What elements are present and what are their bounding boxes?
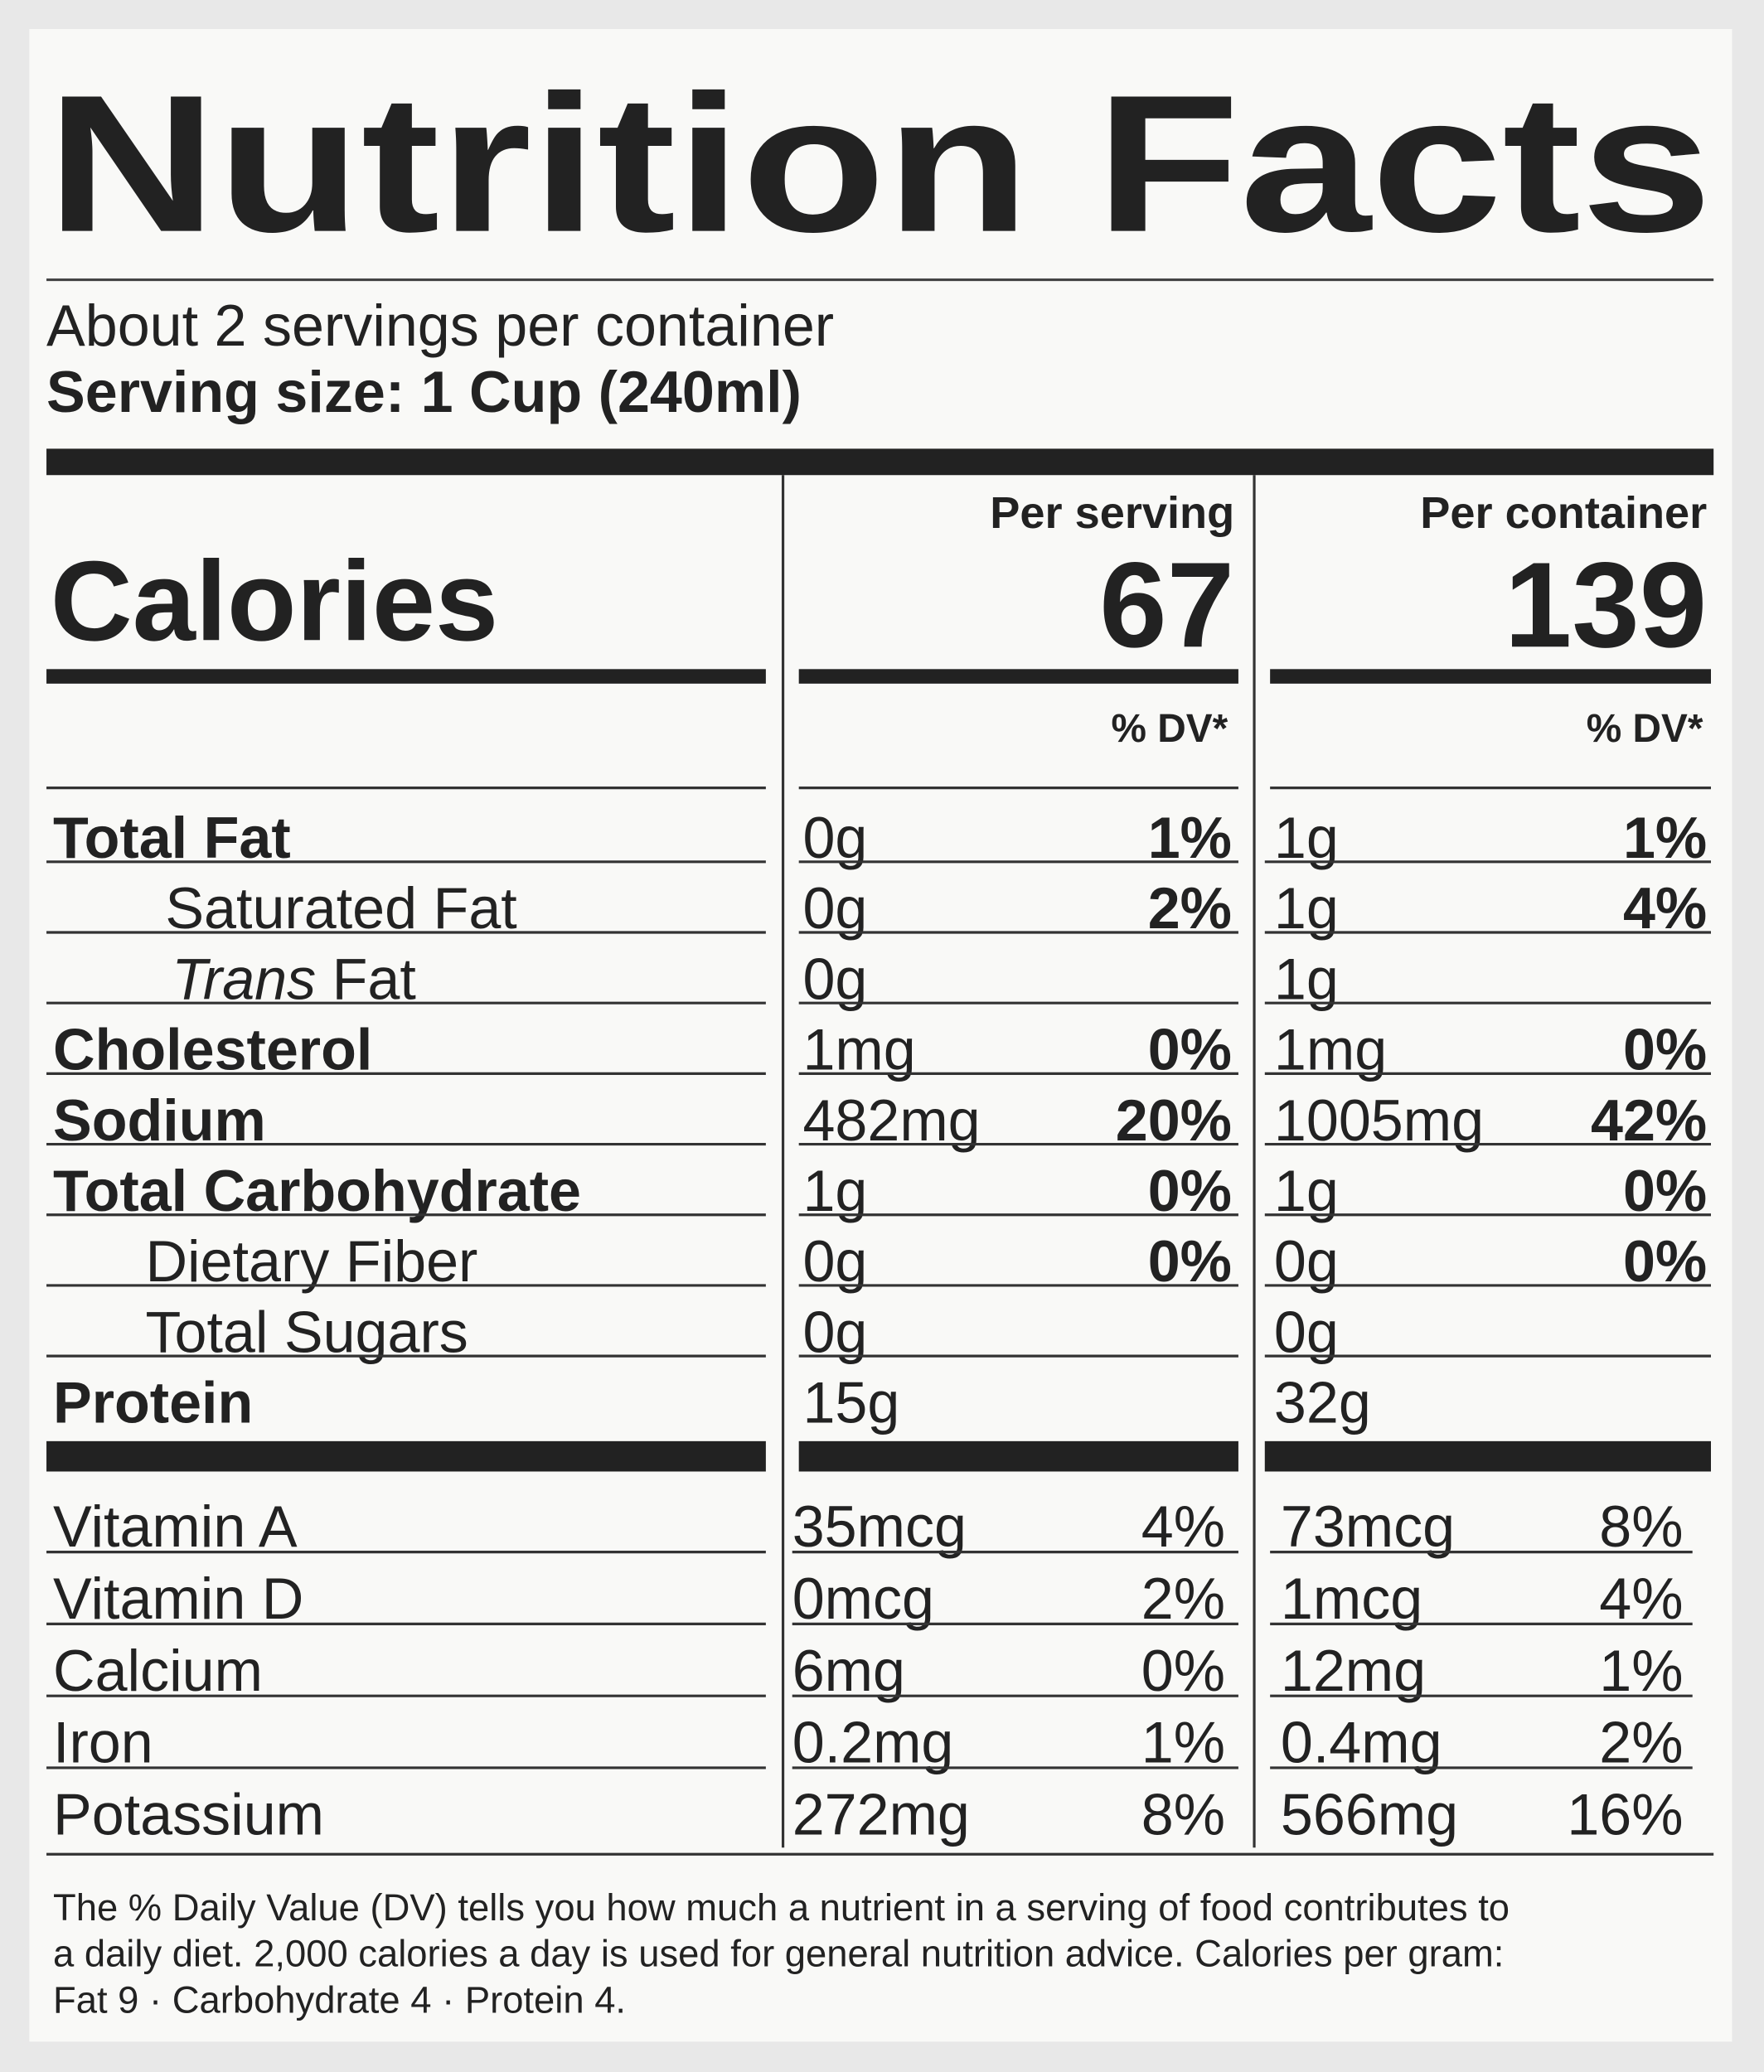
amount: 0g <box>802 1300 867 1364</box>
nutrient-name: Protein <box>53 1371 253 1435</box>
bar <box>798 1440 1238 1472</box>
amount: 15g <box>802 1371 899 1435</box>
vitamin-name: Potassium <box>53 1782 324 1847</box>
amount: 0g <box>1274 1300 1339 1364</box>
amount: 0g <box>1274 1229 1339 1294</box>
bar <box>46 1440 766 1472</box>
daily-value: 2% <box>1148 876 1232 941</box>
footnote-line: Fat 9 · Carbohydrate 4 · Protein 4. <box>53 1978 626 2021</box>
daily-value: 4% <box>1623 876 1707 941</box>
amount: 0g <box>802 806 867 870</box>
daily-value: 4% <box>1141 1494 1225 1559</box>
daily-value: 42% <box>1591 1088 1707 1153</box>
amount: 566mg <box>1281 1782 1458 1847</box>
amount: 0g <box>802 1229 867 1294</box>
daily-value: 1% <box>1148 806 1232 870</box>
nutrient-name: Saturated Fat <box>165 876 516 941</box>
daily-value: 20% <box>1116 1088 1232 1153</box>
nutrient-name-italic: Trans <box>172 946 316 1011</box>
vitamin-name: Iron <box>53 1711 153 1775</box>
bar <box>1264 1440 1711 1472</box>
daily-value: 2% <box>1141 1566 1225 1631</box>
calories-label: Calories <box>51 538 498 665</box>
vitamin-name: Calcium <box>53 1639 263 1703</box>
calories-value: 67 <box>1099 537 1234 673</box>
daily-value: 8% <box>1599 1494 1683 1559</box>
footnote-line: The % Daily Value (DV) tells you how muc… <box>53 1886 1510 1929</box>
amount: 73mcg <box>1281 1494 1455 1559</box>
thick-bar <box>46 448 1714 476</box>
column-header: Per container <box>1420 488 1707 538</box>
vitamin-name: Vitamin D <box>53 1566 303 1631</box>
amount: 272mg <box>792 1782 970 1847</box>
daily-value: 0% <box>1148 1229 1232 1294</box>
amount: 35mcg <box>792 1494 967 1559</box>
nutrient-name: Trans Fat <box>172 946 416 1011</box>
servings: About 2 servings per container <box>46 293 834 358</box>
footnote-line: a daily diet. 2,000 calories a day is us… <box>53 1933 1504 1975</box>
daily-value: 1% <box>1623 806 1707 870</box>
amount: 1mg <box>1274 1018 1387 1082</box>
serving-size: Serving size: 1 Cup (240ml) <box>46 360 802 424</box>
daily-value: 4% <box>1599 1566 1683 1631</box>
daily-value: 0% <box>1148 1018 1232 1082</box>
amount: 1g <box>1274 806 1339 870</box>
rows: Total Fat 0g 1% 1g 1% Saturated Fat 0g 2% 1g 4% Tr… <box>46 806 1711 2021</box>
amount: 32g <box>1274 1371 1371 1435</box>
bar <box>798 669 1238 684</box>
column-header: Per serving <box>990 488 1234 538</box>
amount: 1g <box>1274 876 1339 941</box>
amount: 1g <box>1274 1159 1339 1223</box>
amount: 1g <box>802 1159 867 1223</box>
amount: 0.2mg <box>792 1711 954 1775</box>
daily-value: 0% <box>1623 1229 1707 1294</box>
amount: 1mg <box>802 1018 915 1082</box>
nutrient-name: Sodium <box>53 1088 266 1153</box>
label-panel <box>29 29 1732 2042</box>
daily-value: 2% <box>1599 1711 1683 1775</box>
daily-value: 0% <box>1623 1018 1707 1082</box>
calories-value: 139 <box>1505 537 1707 673</box>
amount: 12mg <box>1281 1639 1426 1703</box>
dv-header: % DV* <box>1112 707 1228 751</box>
daily-value: 0% <box>1623 1159 1707 1223</box>
amount: 1005mg <box>1274 1088 1484 1153</box>
bar <box>1270 669 1711 684</box>
nutrient-name: Total Sugars <box>145 1300 468 1364</box>
daily-value: 0% <box>1148 1159 1232 1223</box>
amount: 0g <box>802 876 867 941</box>
bar <box>46 669 766 684</box>
nutrient-name: Total Fat <box>53 806 291 870</box>
title: Nutrition Facts <box>46 55 1713 273</box>
amount: 482mg <box>802 1088 980 1153</box>
nutrient-name: Cholesterol <box>53 1018 372 1082</box>
daily-value: 0% <box>1141 1639 1225 1703</box>
daily-value: 8% <box>1141 1782 1225 1847</box>
amount: 1g <box>1274 946 1339 1011</box>
nutrient-name: Dietary Fiber <box>145 1229 477 1294</box>
amount: 0mcg <box>792 1566 934 1631</box>
amount: 1mcg <box>1281 1566 1422 1631</box>
amount: 6mg <box>792 1639 905 1703</box>
nutrient-name: Total Carbohydrate <box>53 1159 581 1223</box>
nutrient-name-text: Fat <box>332 946 416 1011</box>
vitamin-name: Vitamin A <box>53 1494 298 1559</box>
dv-header: % DV* <box>1587 707 1703 751</box>
daily-value: 1% <box>1141 1711 1225 1775</box>
daily-value: 1% <box>1599 1639 1683 1703</box>
amount: 0.4mg <box>1281 1711 1442 1775</box>
daily-value: 16% <box>1567 1782 1683 1847</box>
amount: 0g <box>802 946 867 1011</box>
